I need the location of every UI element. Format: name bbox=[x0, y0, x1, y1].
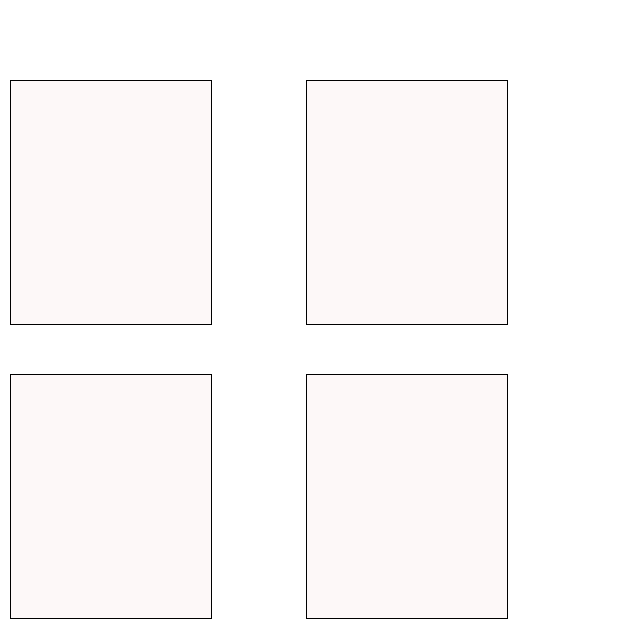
map-panel-jja bbox=[10, 374, 212, 619]
map-svg-mam bbox=[307, 81, 508, 325]
map-panel-son bbox=[306, 374, 508, 619]
map-panel-mam bbox=[306, 80, 508, 325]
colorbar bbox=[566, 206, 588, 488]
map-svg-jja bbox=[11, 375, 212, 619]
map-panel-djf bbox=[10, 80, 212, 325]
map-svg-djf bbox=[11, 81, 212, 325]
map-svg-son bbox=[307, 375, 508, 619]
